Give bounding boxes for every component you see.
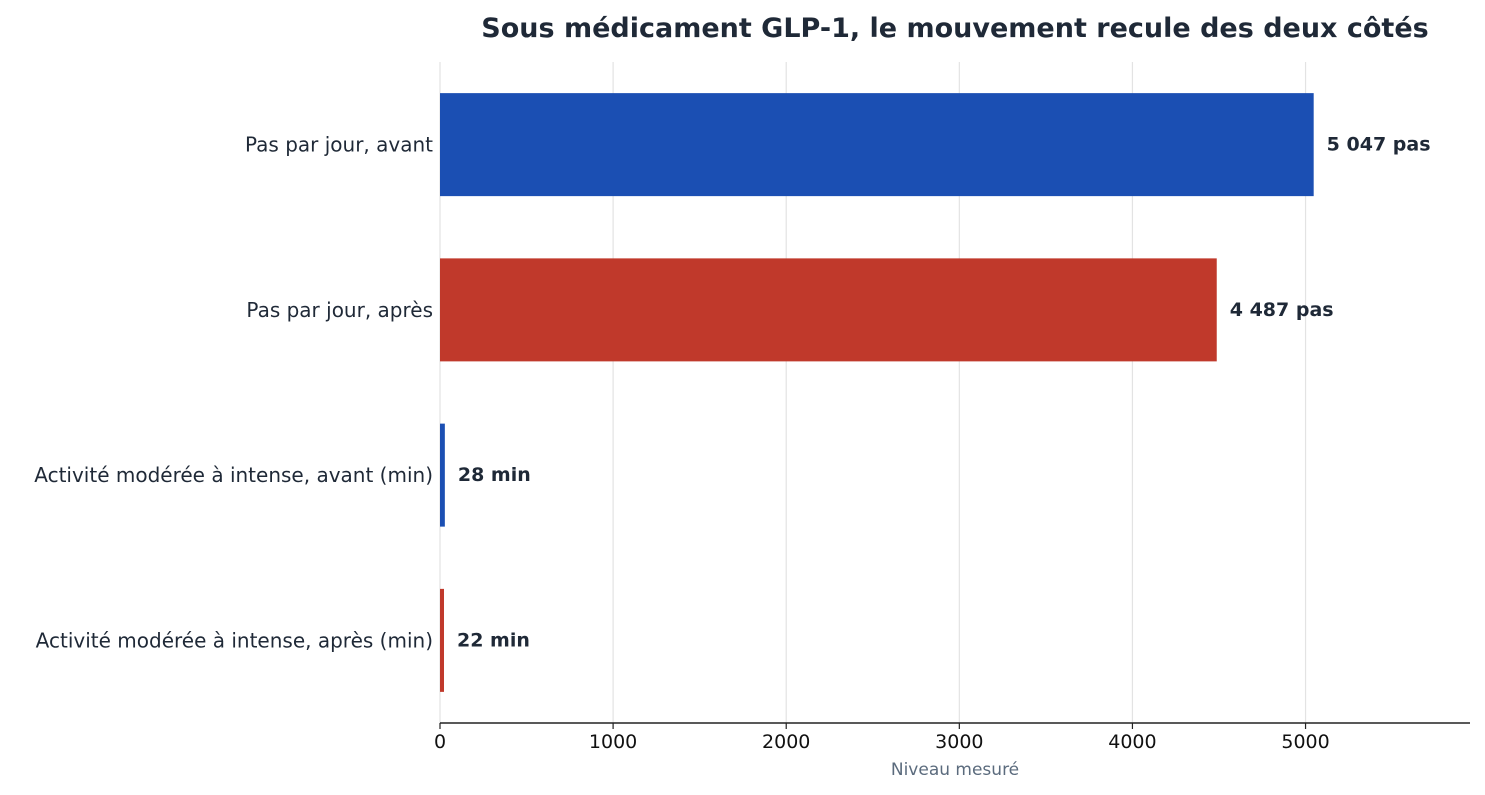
x-tick-label: 2000 [762, 731, 810, 753]
bar-4 [440, 588, 444, 692]
bar-2 [440, 258, 1217, 362]
x-tick-label: 4000 [1108, 731, 1156, 753]
value-label: 4 487 pas [1230, 299, 1334, 321]
label-layer: Pas par jour, avant 5 047 pas Pas par jour… [34, 133, 1430, 653]
value-label: 22 min [457, 629, 530, 651]
bar-layer [440, 93, 1314, 692]
x-tick-label: 3000 [935, 731, 983, 753]
x-tick-label: 5000 [1281, 731, 1329, 753]
bar-1 [440, 93, 1314, 197]
value-label: 5 047 pas [1327, 134, 1431, 156]
chart-title: Sous médicament GLP-1, le mouvement recu… [481, 13, 1428, 44]
category-label: Pas par jour, avant [245, 133, 433, 157]
x-tick-label: 1000 [589, 731, 637, 753]
value-label: 28 min [458, 464, 531, 486]
bar-3 [440, 423, 445, 527]
category-label: Activité modérée à intense, après (min) [36, 628, 433, 652]
x-tick-label: 0 [434, 731, 446, 753]
x-axis-title: Niveau mesuré [891, 760, 1019, 780]
category-label: Pas par jour, après [246, 298, 433, 322]
category-label: Activité modérée à intense, avant (min) [34, 463, 433, 487]
x-axis: 0 1000 2000 3000 4000 5000 [434, 722, 1470, 753]
